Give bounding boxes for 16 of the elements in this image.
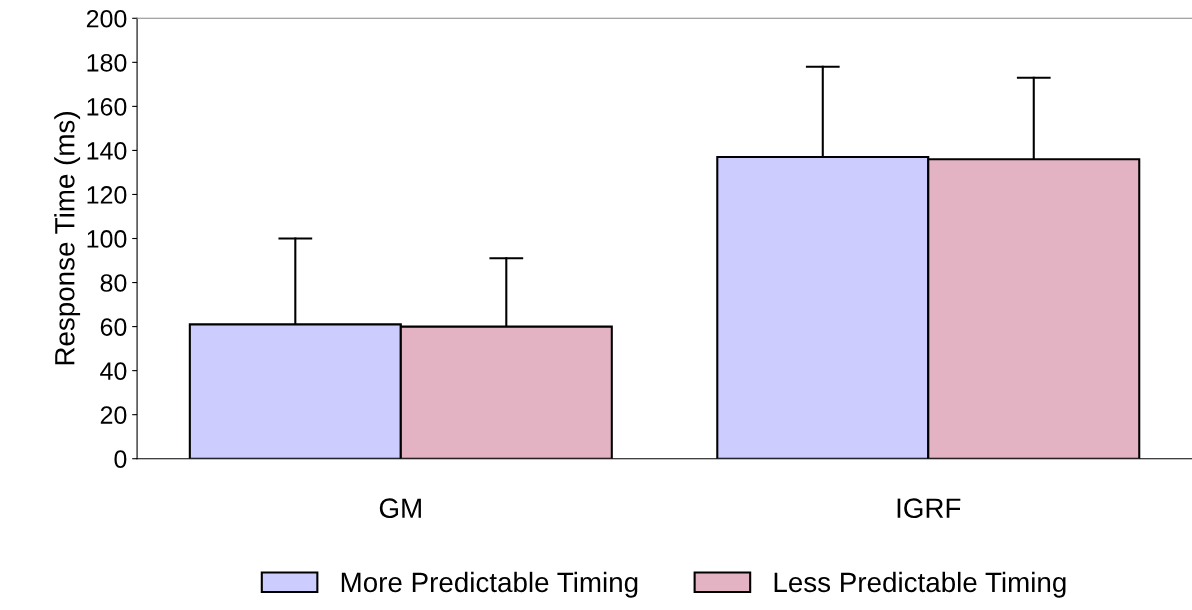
y-tick-label: 80 <box>100 274 127 292</box>
y-tick-label: 0 <box>114 450 127 469</box>
y-tick-label: 180 <box>87 53 127 72</box>
y-tick-label: 120 <box>87 186 127 204</box>
y-tick-label: 200 <box>86 9 127 28</box>
y-tick-label: 100 <box>87 230 127 248</box>
y-tick-label: 160 <box>87 97 127 116</box>
x-tick-label: GM <box>379 498 421 519</box>
x-tick-label: IGRF <box>897 498 961 519</box>
y-axis-title: Response Time (ms) <box>54 112 81 365</box>
legend-label: More Predictable Timing <box>341 571 638 598</box>
y-tick-label: 20 <box>100 406 127 424</box>
y-tick-label: 40 <box>100 362 127 380</box>
legend-label: Less Predictable Timing <box>774 571 1066 598</box>
y-tick-label: 60 <box>100 318 127 336</box>
y-tick-label: 140 <box>87 142 127 160</box>
